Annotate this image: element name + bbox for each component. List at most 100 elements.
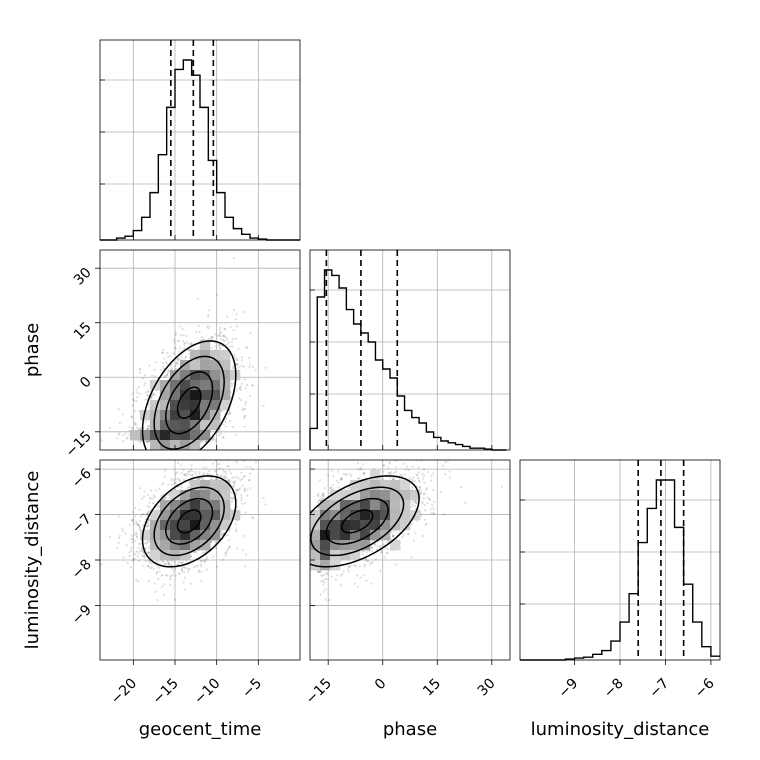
scatter-point [132,518,135,522]
scatter-point [165,361,168,364]
scatter-point [176,471,179,474]
scatter-point [173,341,176,344]
scatter-point [172,338,176,342]
scatter-point [231,384,234,387]
density-cell [210,360,221,371]
scatter-point [188,473,191,476]
scatter-point [161,574,164,577]
scatter-point [223,475,226,478]
scatter-point [144,398,148,401]
density-cell [170,400,181,411]
scatter-point [146,513,149,516]
scatter-point [181,561,185,564]
scatter-point [179,479,182,482]
scatter-point [248,472,252,475]
scatter-point [137,440,140,443]
scatter-point [215,469,218,472]
scatter-point [126,437,129,440]
scatter-point [187,348,190,352]
scatter-point [174,364,177,368]
scatter-point [121,529,124,532]
scatter-point [195,565,198,568]
scatter-point [239,498,242,502]
scatter-point [225,549,229,552]
density-cell [180,410,191,421]
scatter-point [147,518,151,522]
scatter-point [166,574,169,577]
scatter-point [180,568,184,571]
scatter-point [137,524,140,527]
scatter-point [236,519,239,523]
scatter-point [197,324,200,328]
scatter-point [235,433,238,436]
scatter-point [232,329,235,332]
scatter-point [133,421,137,424]
density-cell [180,400,191,411]
scatter-point [177,350,180,353]
density-cell [220,400,231,411]
scatter-point [232,496,235,499]
density-cell [180,360,191,371]
scatter-point [240,502,244,505]
scatter-point [146,513,149,516]
scatter-point [180,570,184,573]
scatter-point [135,578,138,581]
scatter-point [240,471,243,474]
scatter-point [140,547,143,550]
scatter-point [221,468,225,471]
scatter-point [217,343,221,346]
scatter-point [218,326,222,330]
scatter-point [224,552,227,555]
scatter-point [133,423,137,426]
corner-panels [99,39,721,661]
scatter-point [164,374,167,378]
scatter-point [245,346,248,349]
scatter-point [243,490,246,493]
scatter-point [181,327,184,331]
scatter-point [219,334,222,338]
scatter-point [202,473,205,476]
scatter-point [138,519,141,522]
scatter-point [131,519,134,523]
scatter-point [126,561,129,565]
scatter-point [232,498,235,501]
scatter-point [131,427,134,430]
scatter-point [202,338,205,341]
density-cell [180,370,191,381]
scatter-point [208,309,211,312]
scatter-point [136,533,139,536]
scatter-point [161,559,165,563]
density-cell [180,430,191,441]
scatter-point [146,524,150,527]
scatter-point [249,363,252,366]
scatter-point [147,390,150,394]
scatter-point [135,388,138,392]
scatter-point [202,471,205,474]
scatter-point [144,391,147,394]
panel-frame [309,249,511,451]
scatter-point [202,441,205,444]
scatter-point [235,476,238,479]
scatter-point [248,356,251,360]
scatter-point [169,583,172,587]
scatter-point [167,493,170,496]
scatter-point [187,567,190,571]
scatter-point [162,365,165,368]
scatter-point [133,515,137,518]
scatter-point [222,453,224,455]
scatter-point [148,501,151,504]
scatter-point [235,313,238,316]
scatter-point [146,504,149,508]
scatter-point [198,477,201,480]
scatter-point [139,487,142,490]
scatter-point [251,365,254,368]
scatter-point [169,563,173,566]
scatter-point [246,488,249,491]
scatter-point [227,529,231,533]
scatter-point [236,358,239,362]
scatter-point [148,546,151,549]
scatter-point [217,474,220,477]
scatter-point [194,550,198,554]
scatter-point [183,347,186,350]
scatter-point [138,410,141,413]
